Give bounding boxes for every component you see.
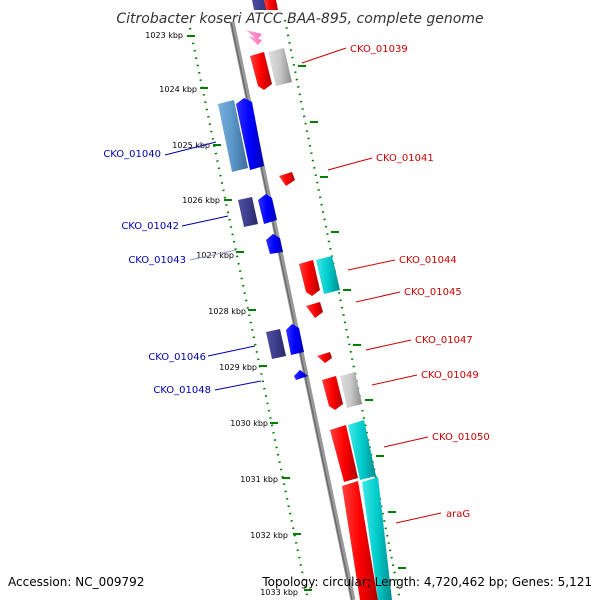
kbp-tick-label: 1031 kbp (240, 475, 278, 484)
minus-gene-labels: CKO_01040 CKO_01042 CKO_01043 CKO_01046 … (103, 141, 262, 396)
feature-arrow[interactable] (248, 36, 262, 45)
gene-label-plus[interactable]: araG (446, 509, 470, 520)
feature-arrow[interactable] (279, 172, 295, 186)
minus-strand-features (218, 0, 308, 380)
feature-arrow[interactable] (250, 52, 272, 90)
gene-label-minus[interactable]: CKO_01042 (121, 221, 179, 232)
feature-arrow[interactable] (236, 98, 264, 170)
gene-label-plus[interactable]: CKO_01049 (421, 370, 479, 381)
feature-arrow[interactable] (286, 324, 304, 355)
label-leader (383, 436, 429, 448)
kbp-tick-label: 1028 kbp (208, 307, 246, 316)
feature-arrow[interactable] (317, 352, 332, 363)
label-leader (355, 291, 401, 303)
gene-label-plus[interactable]: CKO_01044 (399, 255, 457, 266)
feature-block[interactable] (264, 0, 278, 10)
gene-label-minus[interactable]: CKO_01048 (153, 385, 211, 396)
gene-label-plus[interactable]: CKO_01047 (415, 335, 473, 346)
genome-summary-text: Topology: circular; Length: 4,720,462 bp… (261, 575, 592, 589)
feature-arrow[interactable] (246, 30, 262, 40)
feature-block[interactable] (348, 420, 376, 480)
kbp-tick-label: 1024 kbp (159, 85, 197, 94)
feature-arrow[interactable] (299, 260, 320, 296)
label-leader (164, 141, 217, 156)
feature-arrow[interactable] (294, 370, 308, 380)
kbp-tick-label: 1023 kbp (145, 31, 183, 40)
label-leader (327, 157, 373, 171)
feature-block[interactable] (362, 477, 392, 600)
gene-label-minus[interactable]: CKO_01043 (128, 255, 186, 266)
feature-block[interactable] (316, 256, 340, 294)
accession-text: Accession: NC_009792 (8, 575, 144, 589)
feature-arrow[interactable] (322, 376, 343, 410)
plus-gene-labels: CKO_01039 CKO_01041 CKO_01044 CKO_01045 … (301, 44, 490, 524)
label-leader (207, 345, 256, 357)
gene-label-plus[interactable]: CKO_01050 (432, 432, 490, 443)
feature-arrow[interactable] (266, 234, 283, 254)
feature-arrow[interactable] (258, 194, 277, 224)
feature-block[interactable] (340, 372, 362, 408)
gene-label-plus[interactable]: CKO_01041 (376, 153, 434, 164)
kbp-tick-label: 1026 kbp (182, 196, 220, 205)
feature-arrow[interactable] (306, 302, 323, 318)
plus-tick-track (283, 19, 402, 600)
kbp-tick-label: 1029 kbp (219, 363, 257, 372)
feature-block[interactable] (268, 48, 292, 86)
label-leader (301, 47, 347, 64)
label-leader (189, 249, 237, 261)
feature-block[interactable] (266, 329, 286, 359)
feature-arrow[interactable] (342, 481, 378, 600)
kbp-tick-label: 1025 kbp (172, 141, 210, 150)
feature-arrow[interactable] (330, 425, 358, 482)
plus-strand-features (250, 0, 392, 600)
gene-label-minus[interactable]: CKO_01046 (148, 352, 206, 363)
label-leader (214, 380, 262, 391)
map-title: Citrobacter koseri ATCC BAA-895, complet… (116, 11, 483, 27)
plus-track-dashes (298, 65, 406, 569)
kbp-tick-label: 1032 kbp (250, 531, 288, 540)
label-leader (371, 374, 418, 386)
kbp-tick-label: 1027 kbp (196, 251, 234, 260)
label-leader (347, 259, 396, 271)
gene-label-plus[interactable]: CKO_01039 (350, 44, 408, 55)
label-leader (181, 215, 229, 227)
label-leader (395, 512, 442, 524)
label-leader (365, 339, 412, 351)
gene-label-minus[interactable]: CKO_01040 (103, 149, 161, 160)
kbp-tick-label: 1033 kbp (260, 588, 298, 597)
feature-block[interactable] (218, 100, 248, 172)
feature-block[interactable] (238, 197, 258, 227)
kbp-tick-label: 1030 kbp (230, 419, 268, 428)
gene-label-plus[interactable]: CKO_01045 (404, 287, 462, 298)
kbp-ticks: 1023 kbp 1024 kbp 1025 kbp 1026 kbp 1027… (145, 31, 312, 597)
